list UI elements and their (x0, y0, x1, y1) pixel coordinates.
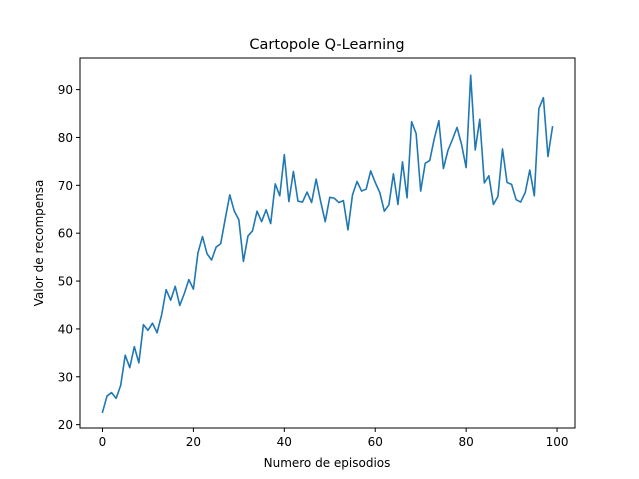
x-tick-label: 80 (458, 435, 473, 449)
x-tick-label: 20 (186, 435, 201, 449)
series-line-0 (101, 74, 554, 414)
x-tick-label: 100 (546, 435, 569, 449)
y-axis-title: Valor de recompensa (32, 180, 46, 307)
y-tick-label: 20 (58, 418, 73, 432)
axes-frame (79, 57, 576, 429)
y-tick-label: 30 (58, 370, 73, 384)
y-tick-label: 50 (58, 275, 73, 289)
y-tick-label: 80 (58, 131, 73, 145)
y-tick-label: 40 (58, 322, 73, 336)
x-tick-label: 40 (277, 435, 292, 449)
y-tick-label: 70 (58, 179, 73, 193)
y-tick-label: 90 (58, 83, 73, 97)
x-tick-label: 60 (368, 435, 383, 449)
x-axis-title: Numero de episodios (264, 456, 391, 470)
chart-title: Cartopole Q-Learning (249, 37, 404, 53)
x-tick-label: 0 (99, 435, 107, 449)
y-tick-label: 60 (58, 227, 73, 241)
plot-area: 0 20 40 60 80 100 20 30 40 50 60 70 80 90 (58, 74, 569, 449)
